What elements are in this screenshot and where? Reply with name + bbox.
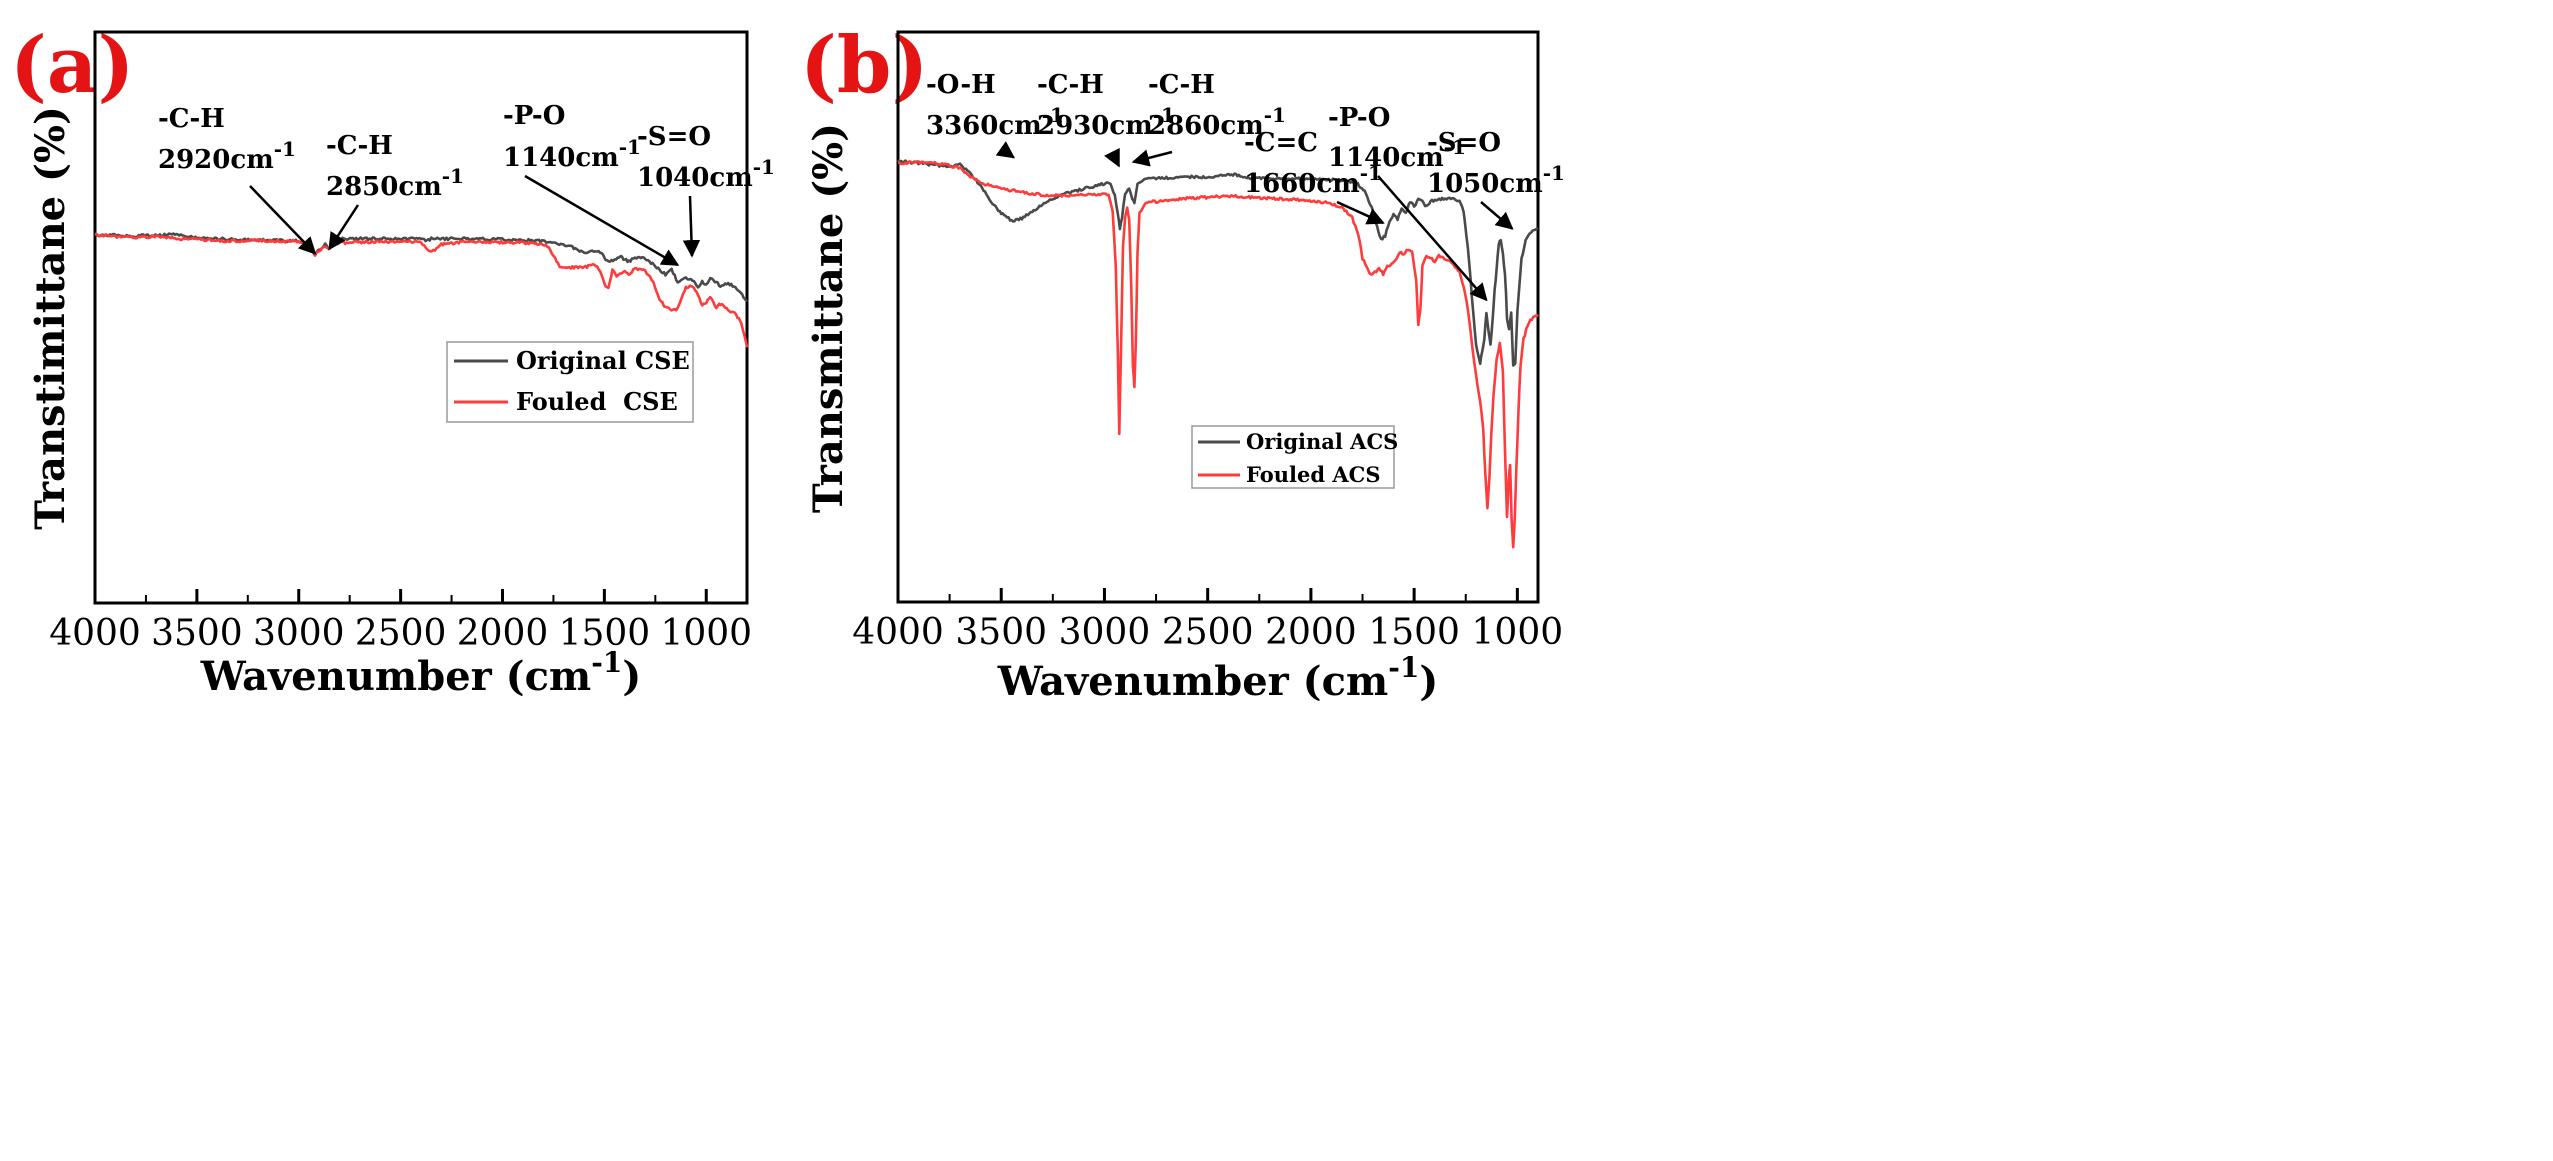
x-tick-label: 2500 (355, 613, 447, 654)
legend-box (1191, 425, 1395, 489)
annotation-group-label: -C-H (1037, 70, 1104, 100)
annotation-group-label: -P-O (1328, 103, 1390, 133)
annotation-arrow (249, 185, 317, 255)
legend: Original ACS Fouled ACS (1191, 425, 1398, 489)
x-ticks: 4000 3500 3000 2500 2000 1500 1000 (852, 588, 1563, 653)
x-tick-label: 1500 (1368, 612, 1460, 653)
annotation-arrow (995, 141, 1016, 159)
x-tick-label: 1500 (559, 613, 651, 654)
annotation-group-label: -C=C (1244, 128, 1318, 158)
x-ticks: 4000 3500 3000 2500 2000 1500 1000 (49, 589, 752, 654)
legend-box (446, 341, 694, 423)
x-tick-label: 3000 (253, 613, 345, 654)
x-tick-label: 2000 (1265, 612, 1357, 653)
x-tick-label: 4000 (49, 613, 141, 654)
panel-label: (b) (800, 20, 928, 111)
x-tick-label: 3500 (151, 613, 243, 654)
annotation-wavenumber: 1140cm-1 (1328, 135, 1466, 173)
x-tick-label: 2000 (457, 613, 549, 654)
annotation-arrow (328, 204, 360, 251)
annotation-wavenumber: 3360cm-1 (926, 103, 1064, 141)
annotation-wavenumber: 2930cm-1 (1037, 103, 1175, 141)
annotations-group: -O-H3360cm-1-C-H2930cm-1-C-H2860cm-1-C=C… (926, 70, 1565, 302)
annotation-arrow (682, 195, 701, 258)
annotation-group-label: -S=O (637, 122, 711, 152)
legend: Original CSE Fouled CSE (446, 341, 694, 423)
x-tick-label: 3500 (955, 612, 1047, 653)
y-axis-label: Transtimittane (%) (27, 106, 74, 530)
chart-panel-a: (a) 4000 3500 3000 2500 2000 1500 1000 -C-H292… (10, 20, 775, 700)
annotation-group-label: -S=O (1427, 128, 1501, 158)
annotation-wavenumber: 1660cm-1 (1244, 161, 1382, 199)
legend-label-original: Original CSE (516, 346, 690, 375)
legend-label-original: Original ACS (1246, 429, 1398, 454)
annotation-wavenumber: 2850cm-1 (326, 164, 464, 202)
x-tick-label: 1000 (660, 613, 752, 654)
chart-panel-b: (b) 4000 3500 3000 2500 2000 1500 1000 -O-H336… (800, 20, 1565, 705)
annotation-arrow (1131, 149, 1173, 167)
x-tick-label: 3000 (1059, 612, 1151, 653)
x-tick-label: 2500 (1162, 612, 1254, 653)
annotation-wavenumber: 2920cm-1 (158, 137, 296, 175)
legend-label-fouled: Fouled CSE (516, 387, 678, 416)
series-group (897, 159, 1539, 549)
annotation-arrow (524, 174, 680, 267)
annotation-group-label: -O-H (926, 70, 996, 100)
annotation-group-label: -C-H (158, 104, 225, 134)
plot-frame (93, 30, 749, 605)
y-axis-label: Transmittane (%) (805, 123, 852, 513)
annotation-arrow (1104, 147, 1121, 168)
annotation-group-label: -C-H (326, 131, 393, 161)
x-axis-label: Wavenumber (cm-1) (997, 651, 1439, 705)
annotation-wavenumber: 1140cm-1 (503, 135, 641, 173)
annotation-wavenumber: 2860cm-1 (1148, 103, 1286, 141)
annotation-arrow (1377, 175, 1488, 302)
annotation-arrow (1480, 201, 1514, 230)
x-tick-label: 4000 (852, 612, 944, 653)
annotation-group-label: -P-O (503, 101, 565, 131)
series-line-original (897, 159, 1539, 367)
panel-label: (a) (10, 20, 134, 111)
annotation-wavenumber: 1040cm-1 (637, 155, 775, 193)
annotation-group-label: -C-H (1148, 70, 1215, 100)
legend-label-fouled: Fouled ACS (1246, 462, 1381, 487)
series-line-fouled (95, 232, 749, 348)
annotation-wavenumber: 1050cm-1 (1427, 161, 1565, 199)
x-tick-label: 1000 (1472, 612, 1564, 653)
x-axis-label: Wavenumber (cm-1) (200, 646, 642, 700)
series-line-original (94, 232, 748, 303)
series-line-fouled (897, 160, 1539, 549)
series-group (94, 232, 749, 348)
annotation-arrow (1336, 200, 1385, 225)
plot-frame (896, 30, 1540, 604)
